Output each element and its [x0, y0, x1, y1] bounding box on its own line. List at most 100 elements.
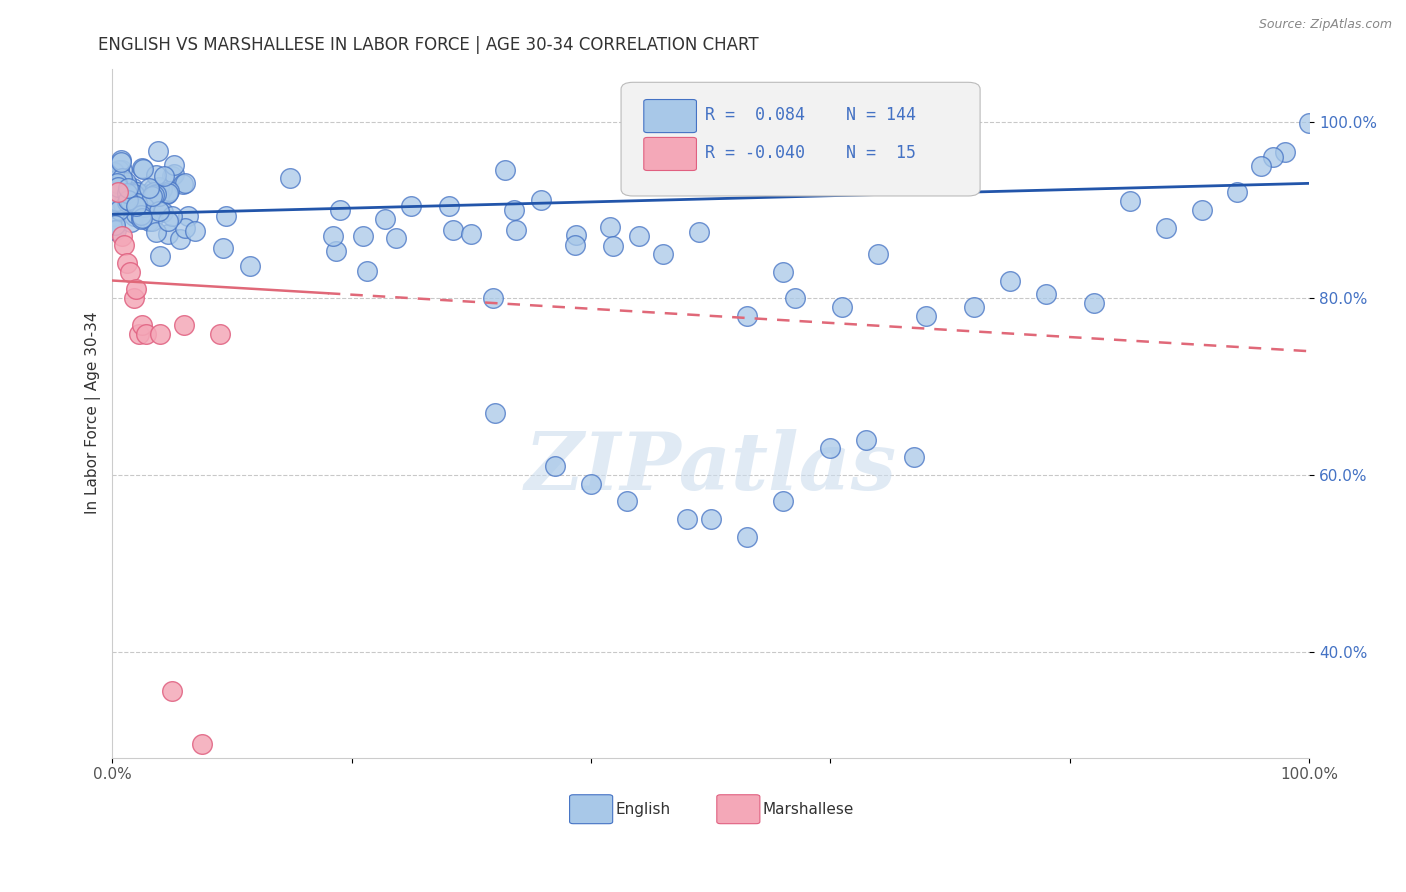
Point — [385, 231, 408, 245]
Point — [146, 202, 169, 217]
FancyBboxPatch shape — [569, 795, 613, 823]
Point — [239, 260, 262, 274]
Point — [209, 326, 232, 341]
Point — [117, 181, 139, 195]
Point — [173, 318, 195, 332]
Point — [903, 450, 925, 465]
Point — [177, 209, 200, 223]
Point — [152, 169, 174, 183]
Point — [374, 211, 396, 226]
Point — [132, 162, 155, 177]
Point — [1035, 286, 1057, 301]
Point — [105, 222, 128, 236]
Point — [121, 194, 143, 209]
Point — [105, 177, 128, 191]
Point — [169, 232, 191, 246]
Point — [505, 223, 527, 237]
Point — [125, 199, 148, 213]
Point — [115, 186, 138, 201]
Point — [149, 249, 172, 263]
Point — [120, 265, 142, 279]
Point — [163, 158, 186, 172]
Point — [141, 214, 163, 228]
Point — [174, 220, 197, 235]
FancyBboxPatch shape — [717, 795, 759, 823]
Text: English: English — [614, 802, 671, 817]
Point — [831, 300, 853, 314]
Y-axis label: In Labor Force | Age 30-34: In Labor Force | Age 30-34 — [86, 312, 101, 515]
Point — [148, 204, 170, 219]
Point — [963, 300, 986, 314]
Point — [148, 179, 170, 194]
Point — [652, 247, 675, 261]
Point — [602, 239, 624, 253]
Point — [460, 227, 482, 241]
Point — [105, 184, 128, 198]
Point — [145, 168, 167, 182]
Point — [1274, 145, 1296, 160]
Text: N = 144: N = 144 — [846, 106, 917, 124]
Point — [162, 684, 184, 698]
Point — [141, 187, 163, 202]
Point — [1083, 295, 1105, 310]
Text: R =  0.084: R = 0.084 — [704, 106, 804, 124]
Point — [146, 184, 169, 198]
Point — [1191, 202, 1213, 217]
Point — [104, 218, 127, 232]
Point — [146, 144, 169, 158]
Point — [125, 207, 148, 221]
Point — [173, 176, 195, 190]
Point — [141, 189, 163, 203]
Point — [112, 186, 135, 201]
Point — [148, 189, 170, 203]
Point — [676, 512, 699, 526]
Point — [152, 205, 174, 219]
Point — [115, 196, 138, 211]
Point — [502, 202, 524, 217]
Point — [111, 229, 134, 244]
Point — [183, 224, 205, 238]
Point — [530, 193, 553, 207]
Point — [129, 212, 152, 227]
Point — [127, 185, 149, 199]
Point — [122, 187, 145, 202]
Point — [107, 185, 129, 199]
Point — [157, 184, 180, 198]
Text: ZIPatlas: ZIPatlas — [524, 429, 897, 507]
Point — [122, 180, 145, 194]
Point — [108, 202, 131, 217]
Point — [145, 226, 167, 240]
Point — [160, 209, 183, 223]
Point — [212, 241, 235, 255]
Point — [157, 213, 180, 227]
Point — [322, 229, 344, 244]
Point — [122, 291, 145, 305]
Point — [1226, 185, 1249, 199]
Point — [128, 326, 150, 341]
Point — [134, 190, 156, 204]
Point — [120, 214, 142, 228]
Point — [783, 291, 806, 305]
Point — [772, 494, 794, 508]
Point — [688, 225, 710, 239]
Point — [132, 200, 155, 214]
Point — [735, 530, 758, 544]
Point — [149, 326, 172, 341]
Point — [115, 256, 138, 270]
Point — [122, 192, 145, 206]
Point — [579, 476, 602, 491]
Point — [131, 318, 153, 332]
Point — [138, 214, 160, 228]
Point — [110, 155, 132, 169]
Point — [160, 169, 183, 184]
Point — [118, 194, 141, 209]
Point — [103, 165, 125, 179]
Point — [142, 185, 165, 199]
Point — [107, 179, 129, 194]
Point — [111, 171, 134, 186]
Point — [855, 433, 877, 447]
Point — [112, 238, 135, 252]
Point — [437, 199, 460, 213]
Point — [135, 186, 157, 201]
Point — [111, 197, 134, 211]
